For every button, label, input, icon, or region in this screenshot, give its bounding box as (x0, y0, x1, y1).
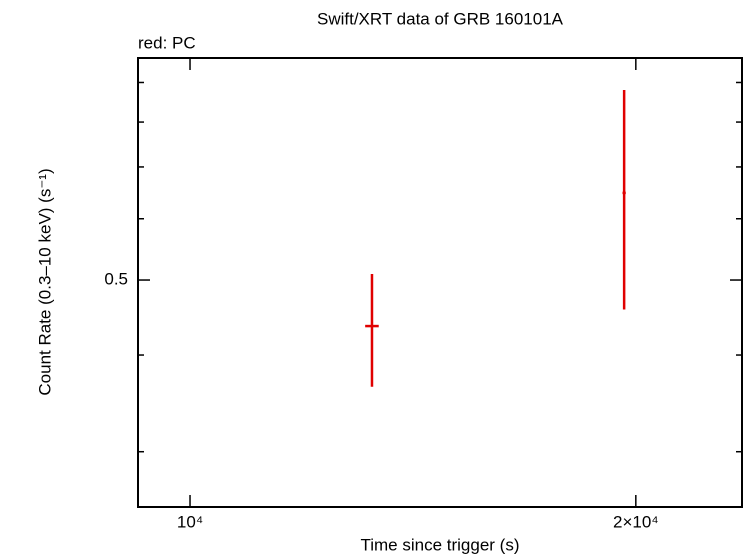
y-tick-label: 0.5 (104, 270, 128, 289)
x-axis-label: Time since trigger (s) (360, 535, 519, 554)
y-axis-label: Count Rate (0.3–10 keV) (s⁻¹) (35, 168, 54, 395)
annotation: red: PC (138, 33, 196, 52)
chart-title: Swift/XRT data of GRB 160101A (317, 9, 564, 28)
x-tick-label: 10⁴ (177, 512, 203, 531)
x-tick-label: 2×10⁴ (613, 512, 659, 531)
plot-frame (137, 57, 743, 508)
